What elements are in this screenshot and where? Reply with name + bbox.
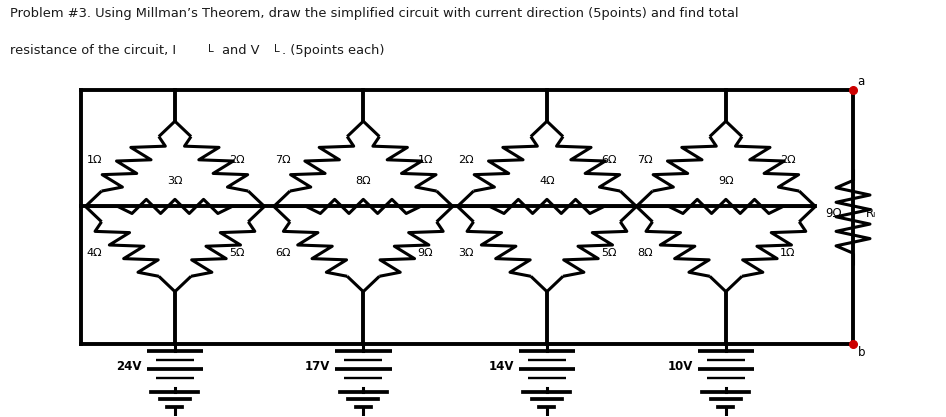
Text: 6Ω: 6Ω: [601, 155, 617, 165]
Text: 2Ω: 2Ω: [458, 155, 474, 165]
Text: . (5points each): . (5points each): [282, 44, 385, 57]
Text: 14V: 14V: [488, 360, 514, 373]
Text: L: L: [208, 44, 214, 54]
Text: 24V: 24V: [116, 360, 142, 373]
Text: 9Ω: 9Ω: [825, 207, 842, 220]
Text: 9Ω: 9Ω: [417, 248, 433, 258]
Text: 1Ω: 1Ω: [417, 155, 433, 165]
Text: 4Ω: 4Ω: [539, 176, 554, 186]
Text: 8Ω: 8Ω: [356, 176, 371, 186]
Text: 7Ω: 7Ω: [638, 155, 653, 165]
Text: 3Ω: 3Ω: [459, 248, 474, 258]
Text: 6Ω: 6Ω: [274, 248, 290, 258]
Text: 10V: 10V: [668, 360, 692, 373]
Text: and V: and V: [218, 44, 259, 57]
Text: Rₗ: Rₗ: [867, 207, 876, 220]
Text: 1Ω: 1Ω: [780, 248, 796, 258]
Text: 5Ω: 5Ω: [229, 248, 245, 258]
Text: 7Ω: 7Ω: [274, 155, 290, 165]
Text: 1Ω: 1Ω: [86, 155, 102, 165]
Text: 2Ω: 2Ω: [229, 155, 245, 165]
Text: 3Ω: 3Ω: [167, 176, 183, 186]
Text: L: L: [274, 44, 280, 54]
Text: Problem #3. Using Millman’s Theorem, draw the simplified circuit with current di: Problem #3. Using Millman’s Theorem, dra…: [10, 7, 739, 20]
Text: 17V: 17V: [305, 360, 330, 373]
Text: a: a: [858, 75, 865, 88]
Text: 4Ω: 4Ω: [86, 248, 102, 258]
Text: b: b: [858, 346, 866, 359]
Text: 8Ω: 8Ω: [638, 248, 653, 258]
Text: 9Ω: 9Ω: [718, 176, 734, 186]
Text: resistance of the circuit, I: resistance of the circuit, I: [10, 44, 176, 57]
Text: 5Ω: 5Ω: [601, 248, 617, 258]
Text: 2Ω: 2Ω: [780, 155, 796, 165]
